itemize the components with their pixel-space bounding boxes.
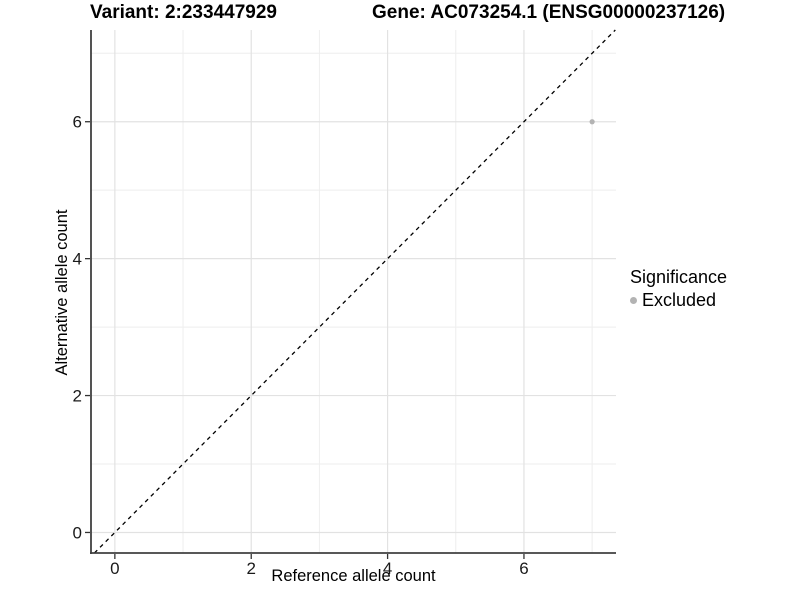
x-tick-label: 4 — [383, 559, 392, 578]
legend: Significance Excluded — [630, 266, 727, 311]
y-tick-label: 2 — [73, 387, 82, 406]
data-point — [589, 119, 595, 125]
x-axis-title: Reference allele count — [271, 567, 436, 585]
gene-title: Gene: AC073254.1 (ENSG00000237126) — [372, 2, 726, 23]
y-axis-title: Alternative allele count — [53, 209, 71, 376]
legend-title: Significance — [630, 267, 728, 287]
x-tick-label: 0 — [110, 559, 119, 578]
y-tick-label: 0 — [73, 523, 82, 542]
legend-entry-excluded: Excluded — [630, 289, 727, 311]
y-tick-label: 6 — [73, 113, 82, 132]
identity-dashed-line — [93, 29, 616, 554]
variant-title: Variant: 2:233447929 — [90, 2, 277, 23]
legend-point-icon — [630, 296, 637, 304]
x-tick-label: 6 — [519, 559, 528, 578]
legend-entry-label: Excluded — [642, 290, 717, 310]
x-tick-label: 2 — [246, 559, 255, 578]
y-tick-label: 4 — [73, 250, 82, 269]
